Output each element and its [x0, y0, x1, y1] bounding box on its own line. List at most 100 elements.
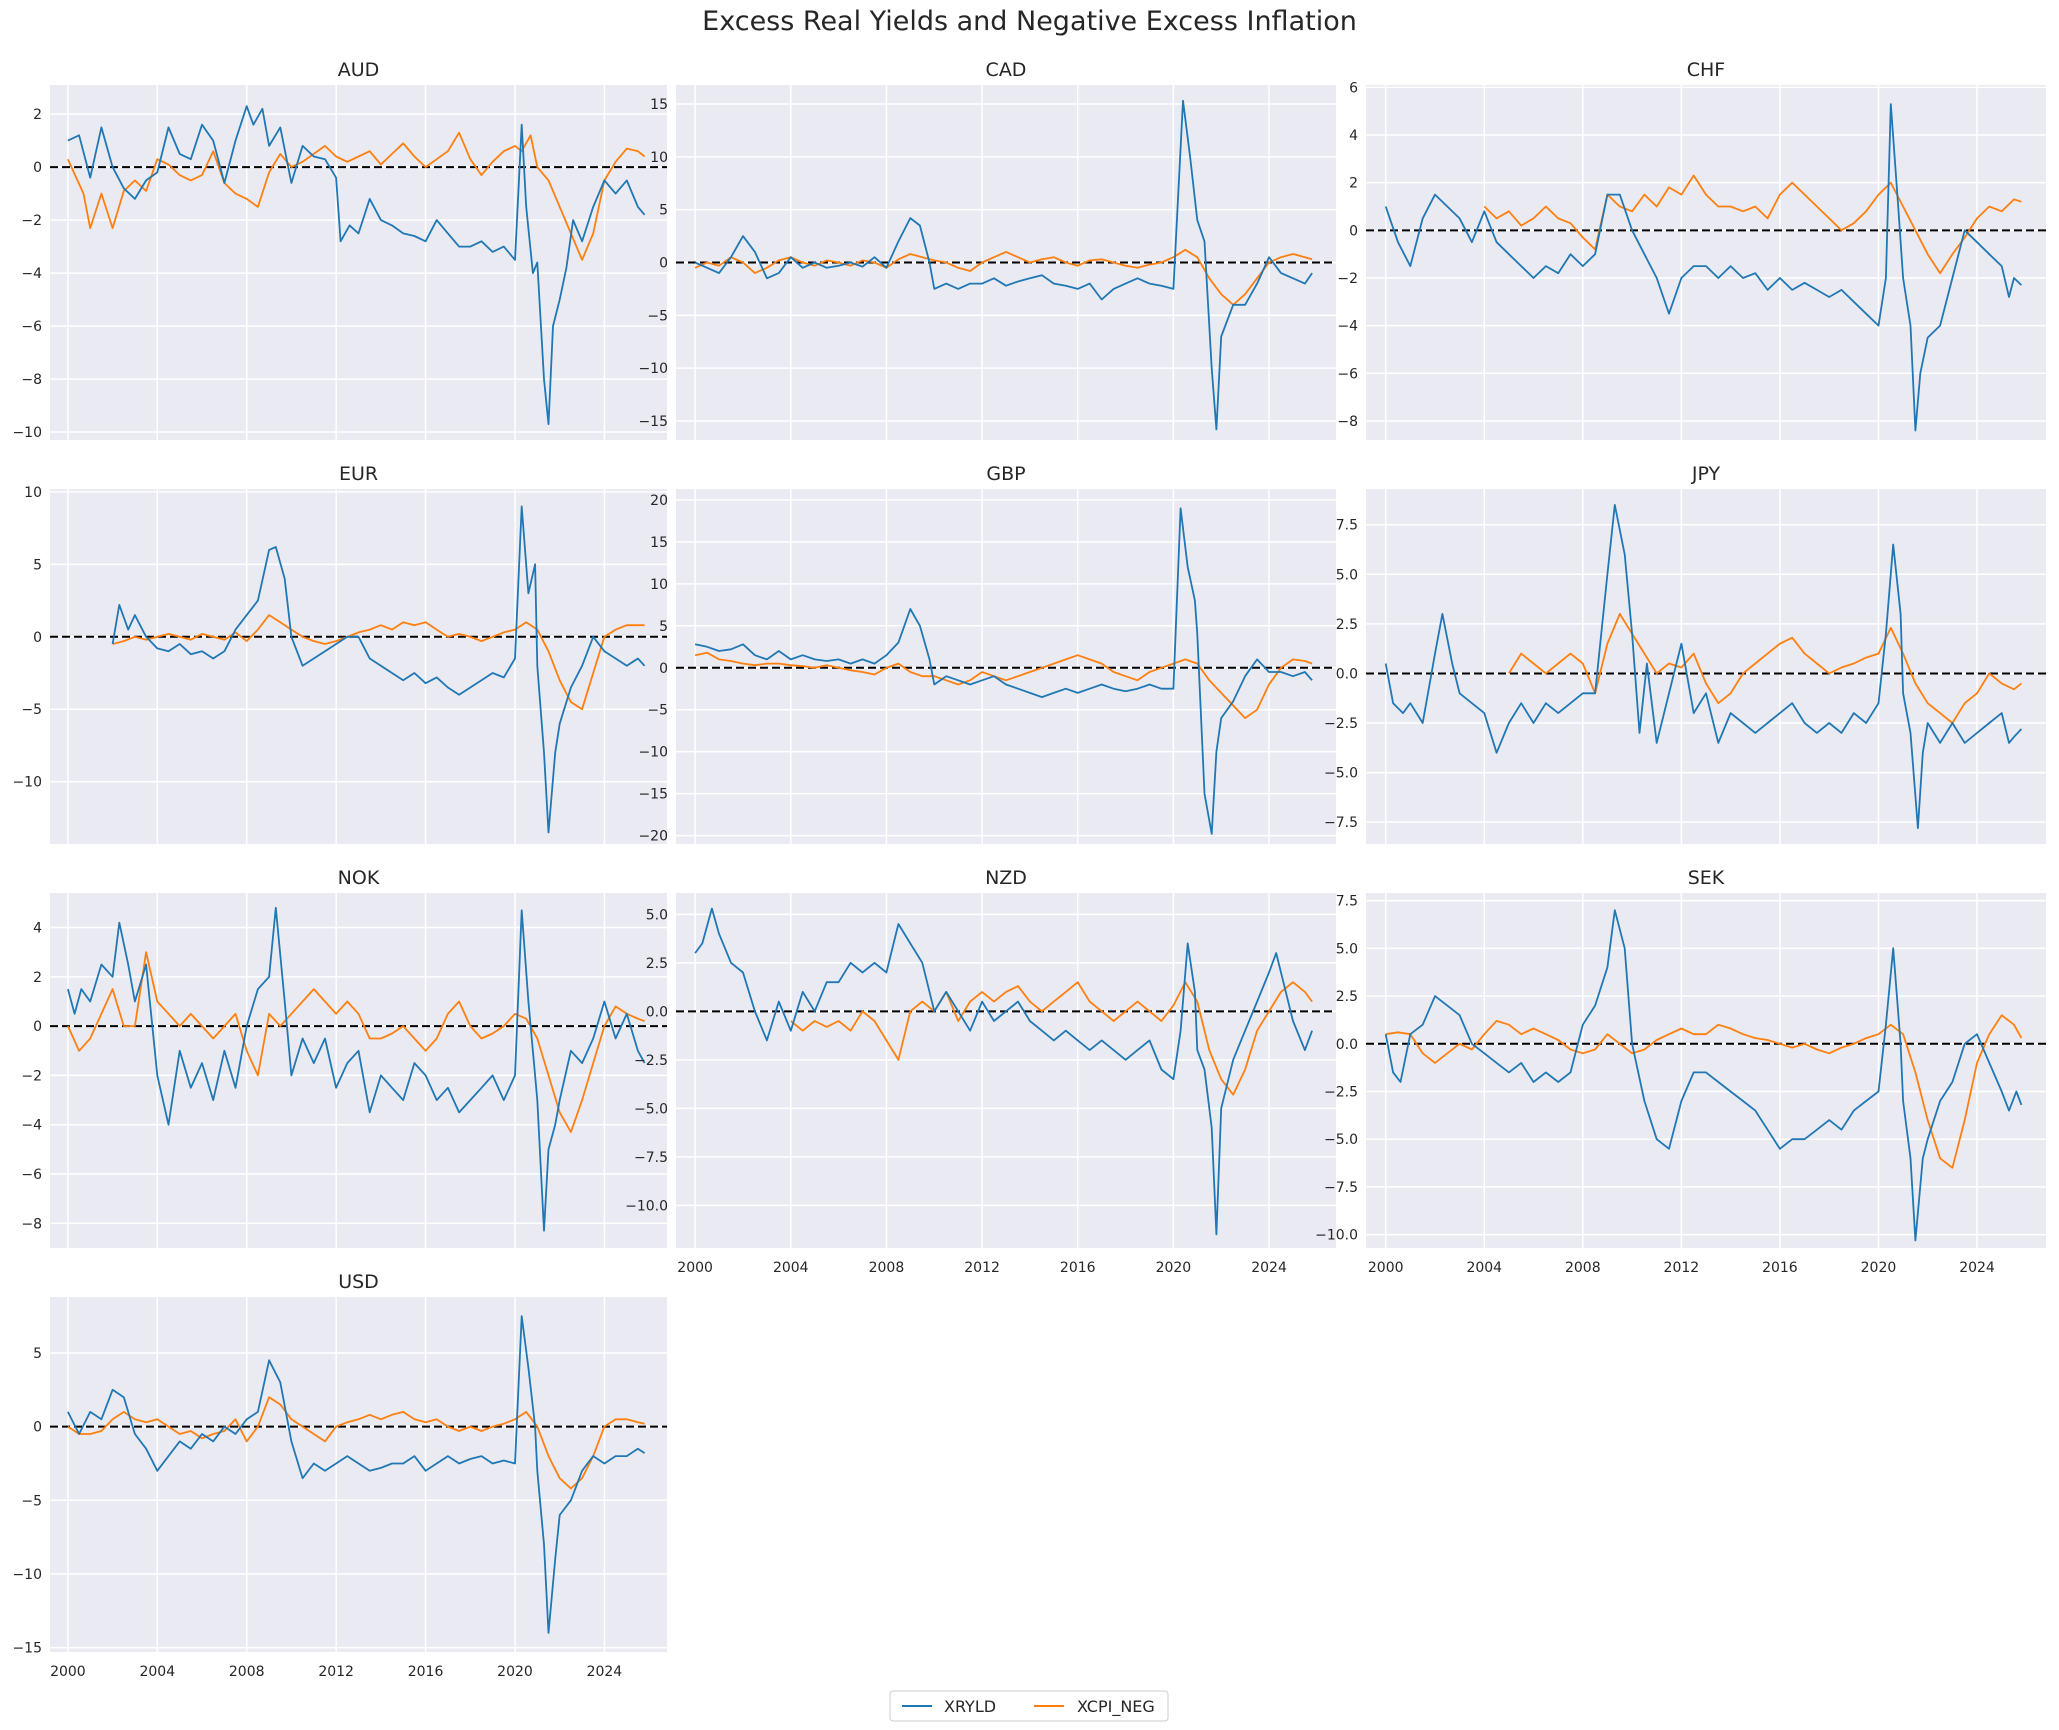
- chart-sek-series-xryld: [1384, 909, 2023, 1242]
- chart-sek-series-xcpi-neg: [1385, 1014, 2023, 1169]
- chart-nok-plot-area: [50, 893, 667, 1248]
- chart-nok-ytick-label: 0: [33, 1019, 42, 1035]
- chart-usd-ytick-label: 0: [33, 1420, 42, 1436]
- chart-aud-panel: 2 0 −2 −4 −6 −8 −10 AUD: [12, 59, 667, 441]
- chart-usd-xtick-label: 2024: [587, 1664, 623, 1680]
- chart-cad-series-xryld: [694, 99, 1313, 431]
- legend-label-xryld: XRYLD: [944, 1697, 996, 1716]
- chart-eur-ytick-label: −10: [12, 775, 42, 791]
- chart-nzd-ytick-label: −2.5: [634, 1053, 668, 1069]
- chart-eur-ytick-label: 10: [24, 485, 42, 501]
- chart-aud-ytick-label: −10: [12, 425, 42, 441]
- chart-chf-series-xryld: [1384, 103, 2023, 432]
- chart-jpy-ytick-label: 7.5: [1336, 518, 1358, 534]
- chart-cad-ytick-label: −15: [638, 414, 668, 430]
- chart-nzd-ytick-label: 0.0: [646, 1004, 668, 1020]
- chart-chf-ytick-label: −2: [1337, 271, 1358, 287]
- chart-nok-ytick-label: 4: [33, 921, 42, 937]
- chart-usd-plot-area: [50, 1297, 667, 1652]
- chart-jpy-ytick-label: 0.0: [1336, 666, 1358, 682]
- chart-chf-plot-area: [1366, 85, 2046, 440]
- chart-cad-panel: 15 10 5 0 −5 −10 −15 CAD: [638, 59, 1336, 440]
- chart-chf-panel: 6 4 2 0 −2 −4 −6 −8 CHF: [1337, 59, 2046, 440]
- subplots: 20−2−4−6−8−10AUD151050−5−10−15CAD6420−2−…: [12, 59, 2046, 1680]
- chart-nzd-xtick-label: 2004: [773, 1260, 809, 1276]
- chart-eur-series-xryld: [111, 505, 646, 834]
- chart-eur-panel: 10 5 0 −5 −10 EUR: [12, 463, 667, 844]
- chart-jpy-ytick-label: 5.0: [1336, 567, 1358, 583]
- chart-usd-ytick-label: −10: [12, 1567, 42, 1583]
- chart-nok-series-xcpi-neg: [67, 951, 645, 1133]
- chart-cad-title: CAD: [986, 59, 1027, 81]
- chart-nzd-plot-area: [676, 893, 1336, 1248]
- chart-gbp-series-xcpi-neg: [694, 651, 1313, 719]
- chart-sek-xtick-label: 2016: [1762, 1260, 1798, 1276]
- chart-eur-ytick-label: 0: [33, 630, 42, 646]
- chart-sek-ytick-label: −5.0: [1324, 1132, 1358, 1148]
- chart-chf-ytick-label: 6: [1349, 80, 1358, 96]
- chart-nzd-xtick-label: 2024: [1251, 1260, 1287, 1276]
- chart-aud-ytick-label: 0: [33, 160, 42, 176]
- chart-chf-ytick-label: −6: [1337, 366, 1358, 382]
- chart-nok-ytick-label: −2: [21, 1068, 42, 1084]
- chart-usd-ytick-label: 5: [33, 1346, 42, 1362]
- chart-sek-title: SEK: [1688, 867, 1725, 889]
- chart-gbp-ytick-label: −15: [638, 787, 668, 803]
- chart-aud-series-xcpi-neg: [67, 131, 646, 261]
- chart-nok-ytick-label: −8: [21, 1216, 42, 1232]
- chart-sek-ytick-label: 5.0: [1336, 941, 1358, 957]
- legend: XRYLD XCPI_NEG: [889, 1690, 1169, 1722]
- chart-sek-xtick-label: 2008: [1565, 1260, 1601, 1276]
- chart-cad-ytick-label: 15: [650, 97, 668, 113]
- chart-gbp-ytick-label: 0: [659, 661, 668, 677]
- legend-label-xcpi-neg: XCPI_NEG: [1077, 1697, 1155, 1717]
- chart-aud-ytick-label: −2: [21, 213, 42, 229]
- chart-chf-series-xcpi-neg: [1483, 174, 2022, 275]
- chart-usd-ytick-label: −5: [21, 1493, 42, 1509]
- chart-nzd-ytick-label: −7.5: [634, 1150, 668, 1166]
- chart-aud-ytick-label: 2: [33, 107, 42, 123]
- chart-nzd-ytick-label: −10.0: [625, 1198, 668, 1214]
- chart-jpy-panel: 7.5 5.0 2.5 0.0 −2.5 −5.0 −7.5 JPY: [1324, 463, 2046, 844]
- chart-nzd-xtick-label: 2012: [964, 1260, 1000, 1276]
- chart-chf-ytick-label: −8: [1337, 414, 1358, 430]
- chart-usd-ytick-label: −15: [12, 1641, 42, 1657]
- chart-aud-ytick-label: −8: [21, 372, 42, 388]
- chart-jpy-series-xryld: [1384, 503, 2023, 829]
- chart-nzd-panel: 5.0 2.5 0.0 −2.5 −5.0 −7.5 −10.0 2000 2004 2008 20…: [625, 867, 1336, 1276]
- chart-cad-series-xcpi-neg: [694, 248, 1313, 306]
- chart-nzd-ytick-label: −5.0: [634, 1101, 668, 1117]
- chart-nzd-xtick-label: 2020: [1156, 1260, 1192, 1276]
- chart-jpy-ytick-label: −5.0: [1324, 766, 1358, 782]
- chart-gbp-ytick-label: 15: [650, 535, 668, 551]
- chart-nok-ytick-label: −6: [21, 1167, 42, 1183]
- chart-eur-series-xcpi-neg: [112, 614, 645, 711]
- chart-nok-panel: 4 2 0 −2 −4 −6 −8 NOK: [21, 867, 667, 1248]
- chart-chf-ytick-label: 2: [1349, 176, 1358, 192]
- chart-aud-plot-area: [50, 85, 667, 440]
- chart-usd-panel: 5 0 −5 −10 −15 2000 2004 2008 2012 2016 2020 2024 US…: [12, 1271, 667, 1680]
- chart-sek-ytick-label: −2.5: [1324, 1084, 1358, 1100]
- chart-aud-ytick-label: −4: [21, 266, 42, 282]
- chart-sek-plot-area: [1366, 893, 2046, 1248]
- chart-nzd-xtick-label: 2008: [869, 1260, 905, 1276]
- chart-eur-plot-area: [50, 489, 667, 844]
- chart-gbp-series-xryld: [694, 507, 1313, 835]
- chart-sek-ytick-label: 0.0: [1336, 1037, 1358, 1053]
- chart-aud-series-xryld: [67, 105, 646, 426]
- chart-usd-series-xryld: [67, 1315, 646, 1634]
- chart-usd-xtick-label: 2012: [318, 1664, 354, 1680]
- chart-gbp-ytick-label: 5: [659, 619, 668, 635]
- chart-usd-xtick-label: 2000: [50, 1664, 86, 1680]
- chart-cad-ytick-label: 10: [650, 150, 668, 166]
- chart-sek-ytick-label: 2.5: [1336, 989, 1358, 1005]
- chart-sek-xtick-label: 2024: [1959, 1260, 1995, 1276]
- chart-usd-xtick-label: 2020: [497, 1664, 533, 1680]
- chart-sek-xtick-label: 2020: [1861, 1260, 1897, 1276]
- chart-cad-ytick-label: 0: [659, 256, 668, 272]
- chart-cad-ytick-label: −5: [647, 308, 668, 324]
- chart-usd-xtick-label: 2004: [139, 1664, 175, 1680]
- chart-eur-ytick-label: 5: [33, 557, 42, 573]
- chart-gbp-plot-area: [676, 489, 1336, 844]
- figure-title: Excess Real Yields and Negative Excess I…: [702, 6, 1357, 37]
